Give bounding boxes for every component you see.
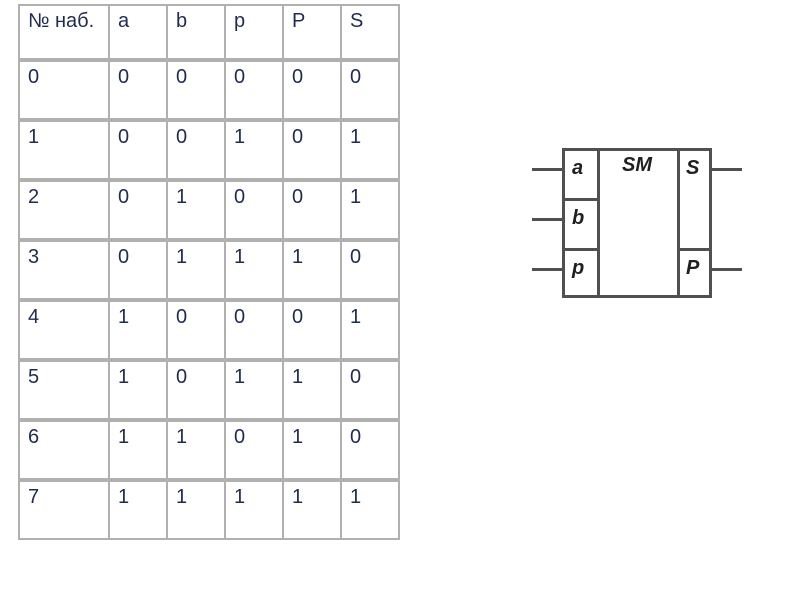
table-row: 410001 — [19, 301, 399, 359]
table-cell: 1 — [341, 481, 399, 539]
table-cell: 0 — [225, 421, 283, 479]
table-cell: 2 — [19, 181, 109, 239]
sm-cell-sep — [562, 198, 597, 201]
sm-title: SM — [597, 148, 677, 298]
col-header: № наб. — [19, 5, 109, 59]
table-cell: 1 — [225, 241, 283, 299]
table-cell: 0 — [109, 181, 167, 239]
col-header: a — [109, 5, 167, 59]
table-cell: 1 — [167, 181, 225, 239]
table-cell: 5 — [19, 361, 109, 419]
table-cell: 1 — [109, 301, 167, 359]
table-cell: 0 — [167, 361, 225, 419]
table-cell: 1 — [19, 121, 109, 179]
col-header: p — [225, 5, 283, 59]
table-cell: 1 — [109, 421, 167, 479]
table-cell: 1 — [283, 481, 341, 539]
table-cell: 1 — [283, 361, 341, 419]
table-cell: 0 — [283, 61, 341, 119]
table-cell: 0 — [109, 61, 167, 119]
sm-diagram: SM a b p S P — [522, 138, 752, 308]
table-cell: 0 — [225, 181, 283, 239]
truth-table-body: № наб. a b p P S 00000010010120100130111… — [19, 5, 399, 539]
truth-table: № наб. a b p P S 00000010010120100130111… — [18, 4, 400, 540]
table-cell: 1 — [167, 241, 225, 299]
sm-input-pin — [532, 218, 562, 221]
table-header-row: № наб. a b p P S — [19, 5, 399, 59]
table-cell: 0 — [341, 241, 399, 299]
table-cell: 1 — [225, 481, 283, 539]
table-cell: 0 — [167, 61, 225, 119]
table-cell: 0 — [109, 121, 167, 179]
table-cell: 1 — [341, 181, 399, 239]
sm-output-pin — [712, 168, 742, 171]
table-cell: 3 — [19, 241, 109, 299]
table-row: 611010 — [19, 421, 399, 479]
col-header: P — [283, 5, 341, 59]
table-cell: 1 — [167, 481, 225, 539]
col-header: b — [167, 5, 225, 59]
table-cell: 6 — [19, 421, 109, 479]
table-cell: 1 — [225, 361, 283, 419]
table-cell: 0 — [109, 241, 167, 299]
table-cell: 0 — [283, 181, 341, 239]
table-row: 000000 — [19, 61, 399, 119]
sm-input-label: p — [572, 258, 584, 278]
table-cell: 0 — [341, 61, 399, 119]
table-cell: 1 — [109, 481, 167, 539]
table-cell: 1 — [225, 121, 283, 179]
table-cell: 1 — [283, 241, 341, 299]
table-cell: 0 — [341, 421, 399, 479]
table-row: 510110 — [19, 361, 399, 419]
table-row: 100101 — [19, 121, 399, 179]
table-cell: 1 — [109, 361, 167, 419]
table-row: 711111 — [19, 481, 399, 539]
table-cell: 0 — [19, 61, 109, 119]
table-cell: 1 — [341, 301, 399, 359]
sm-input-label: b — [572, 208, 584, 228]
sm-output-label: P — [686, 258, 699, 278]
table-cell: 1 — [341, 121, 399, 179]
col-header: S — [341, 5, 399, 59]
table-cell: 0 — [167, 301, 225, 359]
table-cell: 4 — [19, 301, 109, 359]
sm-cell-sep — [562, 248, 597, 251]
sm-cell-sep — [677, 248, 712, 251]
sm-col-sep — [597, 148, 600, 298]
table-cell: 0 — [341, 361, 399, 419]
table-cell: 0 — [167, 121, 225, 179]
sm-input-pin — [532, 168, 562, 171]
table-cell: 0 — [225, 301, 283, 359]
table-cell: 1 — [283, 421, 341, 479]
table-row: 201001 — [19, 181, 399, 239]
sm-output-pin — [712, 268, 742, 271]
table-cell: 7 — [19, 481, 109, 539]
sm-input-label: a — [572, 158, 583, 178]
table-row: 301110 — [19, 241, 399, 299]
sm-col-sep — [677, 148, 680, 298]
sm-input-pin — [532, 268, 562, 271]
table-cell: 1 — [167, 421, 225, 479]
sm-output-label: S — [686, 158, 699, 178]
table-cell: 0 — [225, 61, 283, 119]
table-cell: 0 — [283, 301, 341, 359]
table-cell: 0 — [283, 121, 341, 179]
